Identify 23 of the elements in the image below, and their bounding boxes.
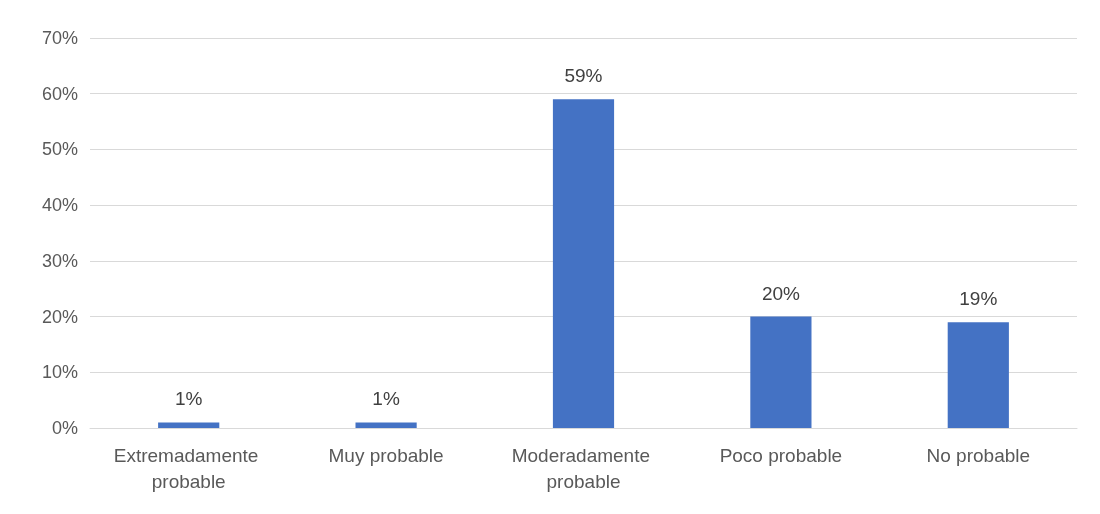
x-tick-label: Extremadamente probable: [113, 444, 264, 492]
y-tick-label: 60%: [41, 83, 78, 104]
data-label: 1%: [174, 388, 203, 410]
x-tick-label: Muy probable: [328, 444, 444, 466]
bar: [355, 422, 417, 428]
y-tick-label: 70%: [41, 28, 78, 48]
bar: [158, 422, 220, 428]
y-tick-label: 50%: [41, 139, 78, 160]
x-tick-label: Moderadamente probable: [511, 444, 656, 492]
data-label: 19%: [959, 288, 998, 310]
data-label: 1%: [372, 388, 400, 410]
y-tick-label: 20%: [41, 306, 78, 327]
y-tick-label: 10%: [41, 362, 78, 383]
x-tick-label: No probable: [926, 444, 1031, 466]
bar: [750, 316, 812, 428]
bar: [947, 322, 1009, 428]
x-tick-label: Poco probable: [719, 444, 843, 466]
y-tick-label: 0%: [51, 418, 78, 438]
data-label: 59%: [564, 65, 603, 87]
y-tick-label: 40%: [41, 195, 78, 216]
y-tick-label: 30%: [41, 250, 78, 271]
data-label: 20%: [761, 282, 801, 304]
bar: [552, 99, 615, 428]
